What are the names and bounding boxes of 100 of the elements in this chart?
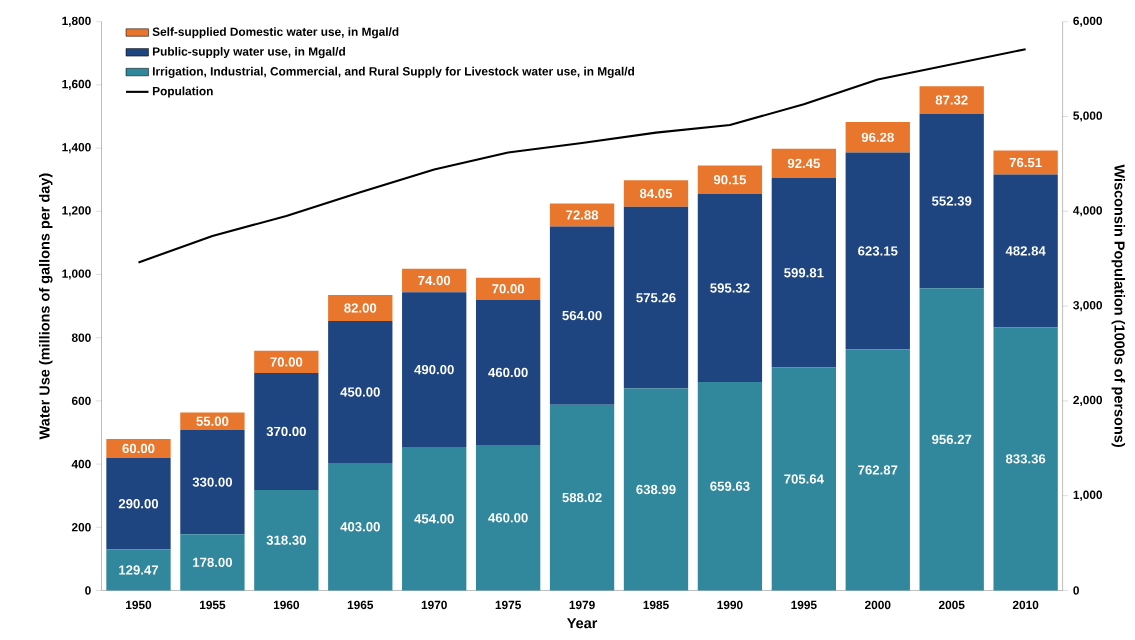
x-tick-label: 2010 [1012,600,1039,609]
data-label: 129.47 [119,565,159,575]
bar [180,533,245,591]
y-tick-label: 600 [71,396,91,405]
bar [993,174,1058,327]
y2-tick-label: 3,000 [1073,300,1103,311]
y-axis-title: Water Use (millions of gallons per day) [39,173,53,440]
y-tick-label: 200 [71,522,91,532]
data-label: 70.00 [270,357,303,367]
bar [993,326,1058,591]
y-tick-label: 1,200 [62,206,91,217]
data-label: 599.81 [784,267,824,278]
y-tick-label: 1,000 [62,269,91,280]
data-label: 90.15 [713,174,747,185]
bar [475,299,541,445]
y2-tick-label: 4,000 [1073,206,1103,217]
data-label: 290.00 [118,498,159,509]
data-label: 370.00 [266,426,306,436]
data-label: 833.36 [1005,453,1046,464]
bar [845,349,910,591]
x-tick-label: 2005 [938,600,965,609]
data-label: 588.02 [562,492,602,502]
x-tick-label: 1975 [495,600,521,609]
legend-label: Self-supplied Domestic water use, in Mgal/d [152,27,399,39]
bar [623,206,689,389]
data-label: 55.00 [196,416,229,426]
data-label: 460.00 [488,367,528,377]
x-tick-label: 1995 [791,600,817,609]
bar [771,177,837,368]
y-tick-label: 1,400 [62,142,91,153]
bar [328,294,393,321]
bar [549,203,615,227]
bar [402,268,467,292]
bar [254,372,319,490]
data-label: 460.00 [488,512,528,523]
bar [919,113,984,289]
x-tick-label: 1985 [643,600,669,609]
data-label: 178.00 [193,557,233,567]
bar [549,226,615,405]
data-label: 318.30 [266,535,306,545]
bar [254,350,319,373]
data-label: 76.51 [1009,157,1042,167]
y2-axis-title: Wisconsin Population (1000s of persons) [1111,164,1126,447]
bar [402,291,467,447]
x-tick-label: 1965 [347,600,374,609]
bar [697,165,763,194]
bar [549,404,615,591]
data-label: 623.15 [858,246,898,256]
bar [328,320,393,463]
x-tick-label: 1970 [421,600,447,609]
data-label: 956.27 [932,434,972,444]
y-tick-label: 400 [71,459,91,469]
legend-label: Population [152,86,213,98]
data-label: 84.05 [639,188,673,198]
x-tick-label: 1955 [199,600,226,609]
y2-tick-label: 0 [1073,586,1079,595]
bar [845,152,910,350]
y2-tick-label: 2,000 [1073,395,1103,406]
y2-tick-label: 1,000 [1073,490,1103,501]
data-label: 552.39 [931,196,972,206]
bar [106,549,171,591]
data-label: 92.45 [787,158,820,168]
bar [919,288,984,591]
data-label: 454.00 [414,513,454,524]
data-label: 450.00 [340,387,380,397]
x-tick-label: 1950 [126,600,152,609]
bar [771,367,837,591]
data-label: 659.63 [710,481,750,491]
data-label: 595.32 [710,283,750,293]
data-label: 564.00 [562,310,602,320]
bar [919,85,984,114]
bar [993,150,1058,175]
data-label: 330.00 [192,477,233,487]
data-label: 403.00 [340,521,380,532]
data-label: 482.84 [1005,245,1046,256]
data-label: 60.00 [122,443,155,453]
bar [180,429,245,534]
x-tick-label: 2000 [865,600,891,609]
bar [845,121,910,153]
legend-label: Public-supply water use, in Mgal/d [152,46,345,58]
bar [106,457,171,550]
data-label: 490.00 [414,364,454,375]
bar [623,180,689,207]
bar [623,388,689,591]
data-label: 638.99 [636,484,676,494]
x-tick-label: 1960 [273,600,300,609]
bar [402,446,467,591]
data-label: 74.00 [418,275,451,285]
x-tick-label: 1979 [569,600,595,609]
bar [771,148,837,178]
y-tick-label: 1,800 [62,16,91,27]
y-tick-label: 1,600 [62,79,91,90]
data-label: 82.00 [344,303,377,313]
bar [254,489,319,591]
y2-tick-label: 6,000 [1073,16,1103,27]
data-label: 72.88 [566,210,599,220]
bar [106,438,171,458]
y-tick-label: 800 [71,333,91,342]
data-label: 575.26 [636,292,676,303]
bar [697,381,763,591]
